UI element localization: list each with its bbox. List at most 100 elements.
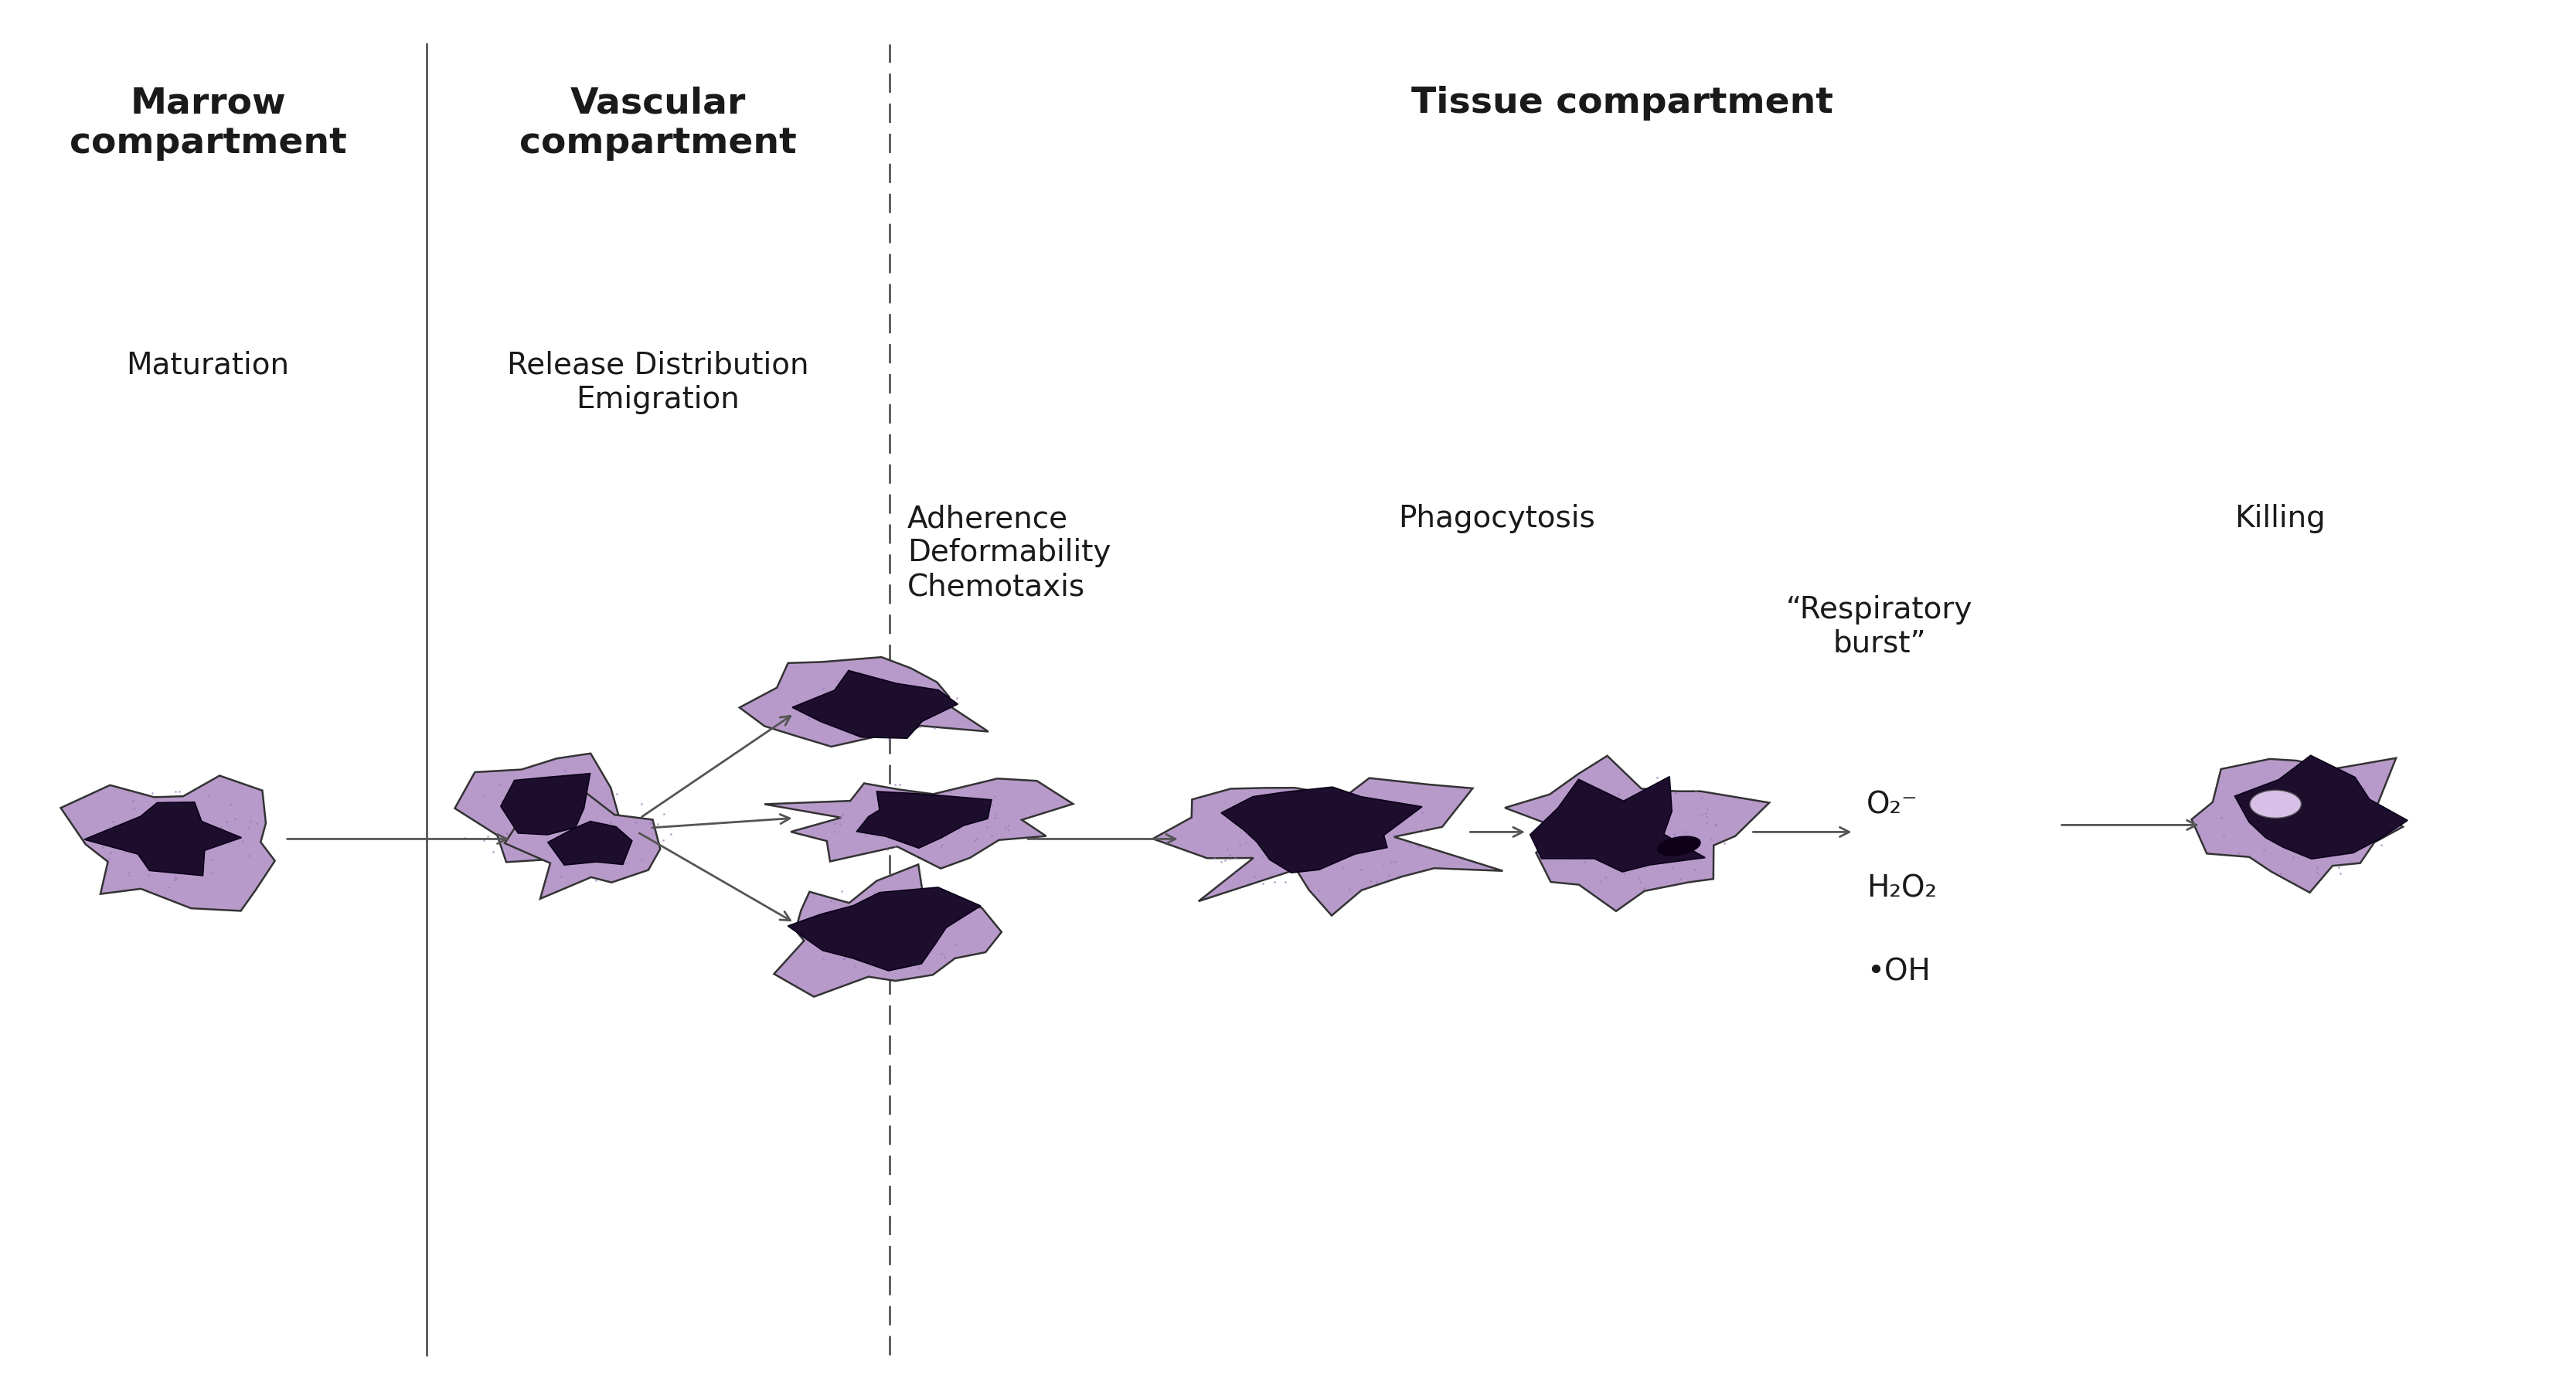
- Point: [1342, 838, 1383, 860]
- Point: [175, 796, 216, 818]
- Point: [2334, 832, 2375, 855]
- Point: [850, 818, 891, 841]
- Point: [1329, 823, 1370, 845]
- Point: [845, 824, 886, 846]
- Point: [1540, 837, 1582, 859]
- Point: [2280, 811, 2321, 834]
- Point: [878, 690, 920, 712]
- Point: [899, 834, 940, 856]
- Point: [809, 890, 850, 912]
- Point: [1231, 823, 1273, 845]
- Point: [801, 909, 842, 932]
- Point: [1252, 816, 1293, 838]
- Point: [788, 708, 829, 730]
- Point: [922, 834, 963, 856]
- Point: [840, 706, 881, 729]
- Point: [2306, 797, 2347, 820]
- Point: [1682, 786, 1723, 809]
- Point: [1350, 870, 1391, 893]
- Point: [848, 691, 889, 713]
- Point: [621, 792, 662, 814]
- Polygon shape: [456, 754, 618, 862]
- Point: [108, 860, 149, 883]
- Point: [147, 846, 188, 869]
- Point: [147, 804, 188, 827]
- Point: [953, 830, 994, 852]
- Point: [103, 841, 144, 863]
- Point: [2342, 813, 2383, 835]
- Point: [989, 814, 1030, 837]
- Point: [1311, 792, 1352, 814]
- Point: [1399, 835, 1440, 858]
- Point: [1265, 870, 1306, 893]
- Point: [974, 806, 1015, 828]
- Point: [1334, 842, 1376, 865]
- Text: Release Distribution
Emigration: Release Distribution Emigration: [507, 351, 809, 414]
- Point: [819, 813, 860, 835]
- Point: [1546, 816, 1587, 838]
- Point: [222, 830, 263, 852]
- Point: [842, 951, 884, 974]
- Point: [183, 832, 224, 855]
- Point: [1337, 838, 1378, 860]
- Point: [1218, 834, 1260, 856]
- Point: [1378, 813, 1419, 835]
- Point: [649, 823, 690, 845]
- Point: [858, 905, 899, 928]
- Point: [1247, 792, 1288, 814]
- Point: [1558, 834, 1600, 856]
- Point: [1216, 806, 1257, 828]
- Point: [1659, 837, 1700, 859]
- Point: [814, 811, 855, 834]
- Point: [574, 820, 616, 842]
- Point: [2218, 842, 2259, 865]
- Point: [1584, 866, 1625, 888]
- Point: [788, 701, 829, 723]
- Point: [775, 690, 817, 712]
- Point: [595, 782, 636, 804]
- Point: [1329, 831, 1370, 853]
- Point: [1687, 797, 1728, 820]
- Point: [2257, 810, 2298, 832]
- Point: [925, 946, 966, 968]
- Point: [1685, 806, 1726, 828]
- Point: [1618, 788, 1659, 810]
- Point: [824, 947, 866, 970]
- Point: [201, 816, 242, 838]
- Text: Maturation: Maturation: [126, 351, 289, 381]
- Point: [2269, 810, 2311, 832]
- Point: [2264, 786, 2306, 809]
- Point: [191, 848, 232, 870]
- Ellipse shape: [1656, 837, 1700, 856]
- Point: [899, 957, 940, 979]
- Point: [1620, 785, 1662, 807]
- Point: [1623, 877, 1664, 900]
- Point: [822, 803, 863, 825]
- Point: [2275, 811, 2316, 834]
- Text: •OH: •OH: [1868, 957, 1929, 986]
- Point: [860, 944, 902, 967]
- Point: [878, 716, 920, 739]
- Point: [824, 949, 866, 971]
- Point: [147, 851, 188, 873]
- Polygon shape: [1221, 788, 1422, 873]
- Point: [920, 809, 961, 831]
- Point: [806, 695, 848, 718]
- Point: [585, 814, 626, 837]
- Point: [786, 690, 827, 712]
- Point: [1301, 856, 1342, 879]
- Point: [482, 790, 523, 813]
- Point: [580, 835, 621, 858]
- Point: [811, 681, 853, 704]
- Point: [2344, 776, 2385, 799]
- Point: [817, 673, 858, 695]
- Point: [1633, 834, 1674, 856]
- Point: [2269, 800, 2311, 823]
- Point: [873, 905, 914, 928]
- Point: [113, 790, 155, 813]
- Point: [211, 793, 252, 816]
- Point: [1695, 813, 1736, 835]
- Point: [989, 818, 1030, 841]
- Point: [922, 803, 963, 825]
- Point: [971, 824, 1012, 846]
